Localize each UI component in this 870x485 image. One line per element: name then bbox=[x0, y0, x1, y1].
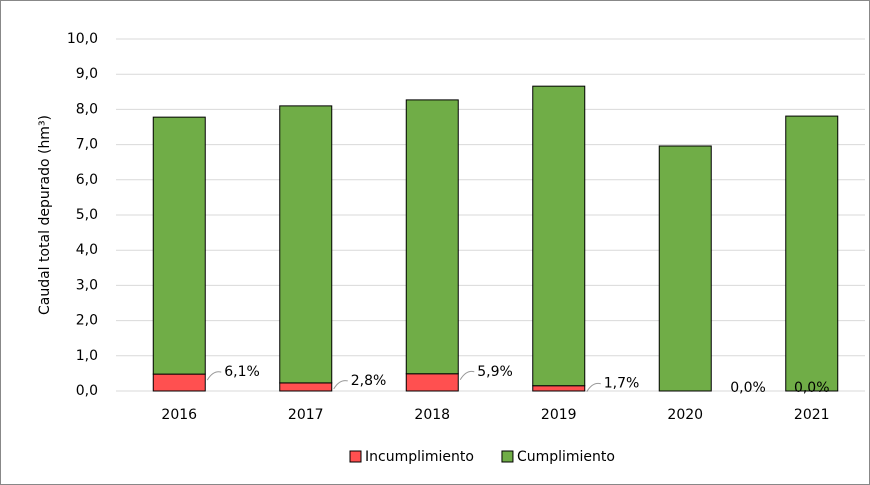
bar-segment bbox=[785, 115, 839, 392]
y-tick-label: 6,0 bbox=[76, 172, 98, 188]
y-tick-label: 9,0 bbox=[76, 66, 98, 82]
y-tick-label: 0,0 bbox=[76, 383, 98, 399]
legend-label: Cumplimiento bbox=[517, 449, 615, 465]
x-tick-label: 2018 bbox=[414, 407, 450, 423]
y-tick-label: 3,0 bbox=[76, 277, 98, 293]
y-tick-label: 8,0 bbox=[76, 101, 98, 117]
x-tick-label: 2019 bbox=[541, 407, 577, 423]
y-tick-label: 2,0 bbox=[76, 313, 98, 329]
data-label: 6,1% bbox=[224, 364, 260, 380]
y-tick-label: 5,0 bbox=[76, 207, 98, 223]
bar-segment bbox=[405, 373, 459, 392]
bar-segment bbox=[532, 385, 586, 392]
leader-line bbox=[586, 382, 601, 392]
leader-line bbox=[206, 371, 222, 381]
bar-segment bbox=[279, 105, 333, 384]
y-tick-label: 10,0 bbox=[67, 31, 98, 47]
data-label: 2,8% bbox=[351, 373, 387, 389]
data-label: 0,0% bbox=[730, 380, 766, 396]
bar-segment bbox=[532, 85, 586, 387]
leader-line bbox=[333, 380, 348, 390]
x-tick-label: 2016 bbox=[161, 407, 197, 423]
y-tick-label: 4,0 bbox=[76, 242, 98, 258]
y-tick-label: 7,0 bbox=[76, 137, 98, 153]
legend-swatch bbox=[501, 450, 514, 463]
bar-segment bbox=[279, 382, 333, 392]
x-tick-label: 2020 bbox=[667, 407, 703, 423]
data-label: 5,9% bbox=[477, 364, 513, 380]
legend-swatch bbox=[349, 450, 362, 463]
x-tick-label: 2021 bbox=[794, 407, 830, 423]
data-label: 1,7% bbox=[604, 376, 640, 392]
y-axis-label: Caudal total depurado (hm³) bbox=[37, 115, 53, 315]
leader-line bbox=[459, 370, 475, 381]
bar-segment bbox=[152, 116, 206, 375]
data-label: 0,0% bbox=[794, 380, 830, 396]
bar-segment bbox=[405, 99, 459, 375]
x-tick-label: 2017 bbox=[288, 407, 324, 423]
legend-label: Incumplimiento bbox=[365, 449, 474, 465]
y-tick-label: 1,0 bbox=[76, 348, 98, 364]
bar-segment bbox=[658, 145, 712, 392]
bar-segment bbox=[152, 373, 206, 392]
